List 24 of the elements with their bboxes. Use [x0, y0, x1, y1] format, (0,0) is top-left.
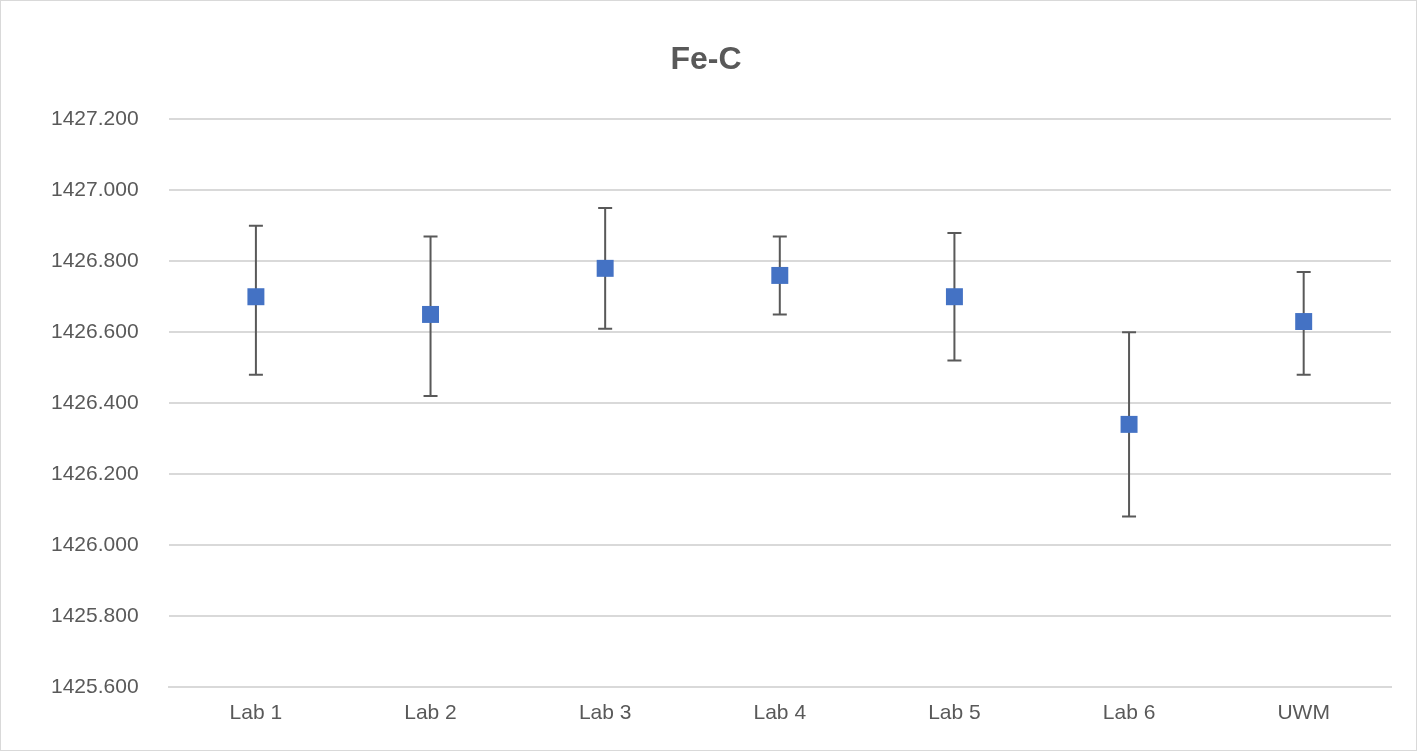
y-tick-label: 1426.000	[51, 531, 139, 555]
x-tick-label: Lab 6	[1102, 700, 1156, 724]
x-tick-label: Lab 4	[753, 700, 807, 724]
point	[945, 288, 963, 306]
y-tick-label: 1426.800	[51, 248, 139, 272]
point	[596, 259, 614, 277]
x-tick-label: Lab 3	[578, 700, 632, 724]
x-tick-label: Lab 1	[229, 700, 283, 724]
y-tick-label: 1427.000	[51, 177, 139, 201]
chart-title: Fe-C	[670, 40, 742, 77]
y-tick-label: 1426.600	[51, 318, 139, 342]
y-tick-label: 1425.800	[51, 602, 139, 626]
point	[247, 288, 265, 306]
point	[422, 305, 440, 323]
point	[1120, 415, 1138, 433]
x-tick-label: Lab 2	[404, 700, 457, 724]
point	[771, 266, 789, 284]
x-tick-label: Lab 5	[928, 700, 981, 724]
y-tick-label: 1425.600	[51, 673, 139, 697]
x-tick-label: UWM	[1277, 700, 1330, 724]
y-tick-label: 1427.200	[51, 106, 139, 130]
y-tick-label: 1426.200	[51, 460, 139, 484]
point	[1295, 313, 1313, 331]
y-tick-label: 1426.400	[51, 389, 139, 413]
